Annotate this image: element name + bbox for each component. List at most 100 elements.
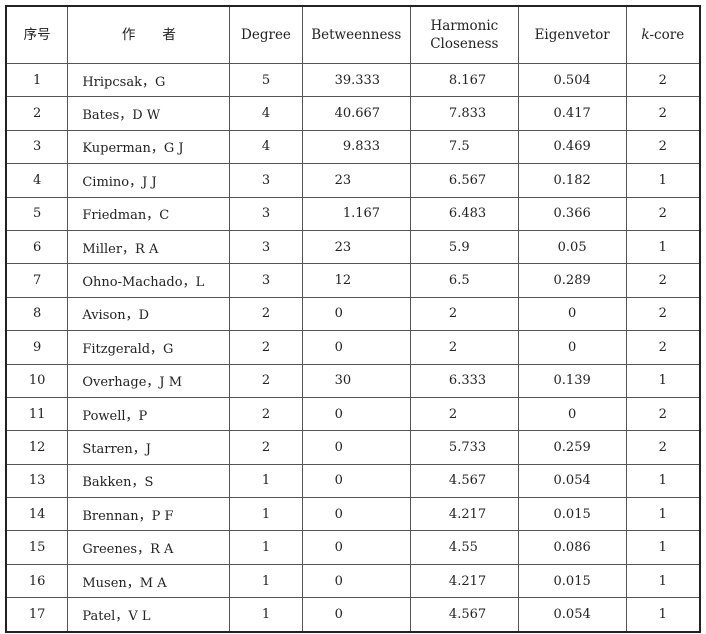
cell-harmonic-closeness: 6.5 bbox=[409, 263, 519, 298]
cell-harmonic-closeness: 4.217 bbox=[409, 497, 519, 532]
cell-index: 7 bbox=[5, 263, 69, 298]
cell-kcore: 2 bbox=[625, 296, 701, 332]
cell-kcore: 2 bbox=[625, 129, 701, 165]
cell-degree: 1 bbox=[229, 463, 303, 499]
cell-degree: 3 bbox=[229, 263, 303, 298]
cell-author: Brennan，P F bbox=[67, 497, 231, 532]
cell-index: 4 bbox=[5, 163, 69, 198]
cell-betweenness: 0 bbox=[301, 330, 411, 365]
table-row: 4 Cimino，J J 3 23 6.567 0.182 1 bbox=[5, 163, 701, 198]
cell-eigenvector: 0.086 bbox=[517, 530, 627, 565]
cell-harmonic-closeness: 2 bbox=[409, 296, 519, 332]
cell-eigenvector: 0 bbox=[517, 330, 627, 365]
cell-harmonic-closeness: 5.9 bbox=[409, 229, 519, 265]
cell-betweenness: 0 bbox=[301, 430, 411, 465]
header-degree: Degree bbox=[229, 5, 303, 64]
cell-harmonic-closeness: 6.333 bbox=[409, 363, 519, 398]
cell-betweenness: 9.833 bbox=[301, 129, 411, 165]
cell-degree: 2 bbox=[229, 363, 303, 398]
cell-harmonic-closeness: 6.567 bbox=[409, 163, 519, 198]
cell-degree: 4 bbox=[229, 96, 303, 131]
table-row: 8 Avison，D 2 0 2 0 2 bbox=[5, 296, 701, 332]
cell-index: 2 bbox=[5, 96, 69, 131]
cell-kcore: 2 bbox=[625, 263, 701, 298]
table-row: 17 Patel，V L 1 0 4.567 0.054 1 bbox=[5, 597, 701, 633]
cell-kcore: 1 bbox=[625, 229, 701, 265]
cell-kcore: 1 bbox=[625, 530, 701, 565]
cell-harmonic-closeness: 6.483 bbox=[409, 196, 519, 231]
table-row: 5 Friedman，C 3 1.167 6.483 0.366 2 bbox=[5, 196, 701, 231]
cell-kcore: 1 bbox=[625, 463, 701, 499]
cell-harmonic-closeness: 2 bbox=[409, 396, 519, 432]
cell-index: 15 bbox=[5, 530, 69, 565]
cell-degree: 1 bbox=[229, 597, 303, 633]
cell-kcore: 2 bbox=[625, 330, 701, 365]
cell-index: 6 bbox=[5, 229, 69, 265]
cell-index: 12 bbox=[5, 430, 69, 465]
cell-author: Powell，P bbox=[67, 396, 231, 432]
cell-index: 5 bbox=[5, 196, 69, 231]
cell-degree: 1 bbox=[229, 563, 303, 599]
table-row: 6 Miller，R A 3 23 5.9 0.05 1 bbox=[5, 229, 701, 265]
cell-eigenvector: 0.366 bbox=[517, 196, 627, 231]
header-kcore: k-core bbox=[625, 5, 701, 64]
header-row: 序号 作 者 Degree Betweenness Harmonic Closen… bbox=[5, 5, 701, 64]
cell-eigenvector: 0.015 bbox=[517, 497, 627, 532]
cell-eigenvector: 0.054 bbox=[517, 463, 627, 499]
cell-eigenvector: 0.182 bbox=[517, 163, 627, 198]
cell-eigenvector: 0.054 bbox=[517, 597, 627, 633]
cell-betweenness: 1.167 bbox=[301, 196, 411, 231]
cell-betweenness: 0 bbox=[301, 296, 411, 332]
cell-betweenness: 0 bbox=[301, 463, 411, 499]
cell-kcore: 1 bbox=[625, 563, 701, 599]
cell-eigenvector: 0 bbox=[517, 296, 627, 332]
table-row: 10 Overhage，J M 2 30 6.333 0.139 1 bbox=[5, 363, 701, 398]
cell-kcore: 1 bbox=[625, 163, 701, 198]
cell-betweenness: 0 bbox=[301, 396, 411, 432]
header-kcore-k: k bbox=[641, 27, 650, 43]
cell-author: Hripcsak，G bbox=[67, 62, 231, 98]
cell-author: Starren，J bbox=[67, 430, 231, 465]
cell-degree: 2 bbox=[229, 330, 303, 365]
header-betweenness: Betweenness bbox=[301, 5, 411, 64]
cell-harmonic-closeness: 4.55 bbox=[409, 530, 519, 565]
table-row: 13 Bakken，S 1 0 4.567 0.054 1 bbox=[5, 463, 701, 499]
cell-betweenness: 12 bbox=[301, 263, 411, 298]
cell-kcore: 2 bbox=[625, 430, 701, 465]
cell-author: Greenes，R A bbox=[67, 530, 231, 565]
cell-author: Ohno-Machado，L bbox=[67, 263, 231, 298]
table-row: 7 Ohno-Machado，L 3 12 6.5 0.289 2 bbox=[5, 263, 701, 298]
author-centrality-table: 序号 作 者 Degree Betweenness Harmonic Closen… bbox=[5, 5, 701, 633]
table-row: 15 Greenes，R A 1 0 4.55 0.086 1 bbox=[5, 530, 701, 565]
cell-author: Overhage，J M bbox=[67, 363, 231, 398]
table-row: 11 Powell，P 2 0 2 0 2 bbox=[5, 396, 701, 432]
cell-index: 11 bbox=[5, 396, 69, 432]
header-kcore-rest: -core bbox=[649, 27, 685, 43]
cell-kcore: 2 bbox=[625, 96, 701, 131]
cell-harmonic-closeness: 2 bbox=[409, 330, 519, 365]
cell-author: Avison，D bbox=[67, 296, 231, 332]
cell-degree: 4 bbox=[229, 129, 303, 165]
header-harmonic-line1: Harmonic bbox=[430, 18, 499, 34]
table-row: 2 Bates，D W 4 40.667 7.833 0.417 2 bbox=[5, 96, 701, 131]
cell-eigenvector: 0.259 bbox=[517, 430, 627, 465]
cell-degree: 3 bbox=[229, 229, 303, 265]
cell-author: Cimino，J J bbox=[67, 163, 231, 198]
cell-betweenness: 0 bbox=[301, 597, 411, 633]
cell-index: 16 bbox=[5, 563, 69, 599]
cell-kcore: 1 bbox=[625, 597, 701, 633]
cell-harmonic-closeness: 7.5 bbox=[409, 129, 519, 165]
cell-index: 14 bbox=[5, 497, 69, 532]
cell-author: Kuperman，G J bbox=[67, 129, 231, 165]
cell-eigenvector: 0.139 bbox=[517, 363, 627, 398]
cell-eigenvector: 0.469 bbox=[517, 129, 627, 165]
cell-eigenvector: 0.504 bbox=[517, 62, 627, 98]
cell-degree: 2 bbox=[229, 396, 303, 432]
cell-kcore: 1 bbox=[625, 363, 701, 398]
table-row: 1 Hripcsak，G 5 39.333 8.167 0.504 2 bbox=[5, 62, 701, 98]
cell-author: Fitzgerald，G bbox=[67, 330, 231, 365]
cell-harmonic-closeness: 8.167 bbox=[409, 62, 519, 98]
cell-index: 3 bbox=[5, 129, 69, 165]
cell-kcore: 2 bbox=[625, 196, 701, 231]
